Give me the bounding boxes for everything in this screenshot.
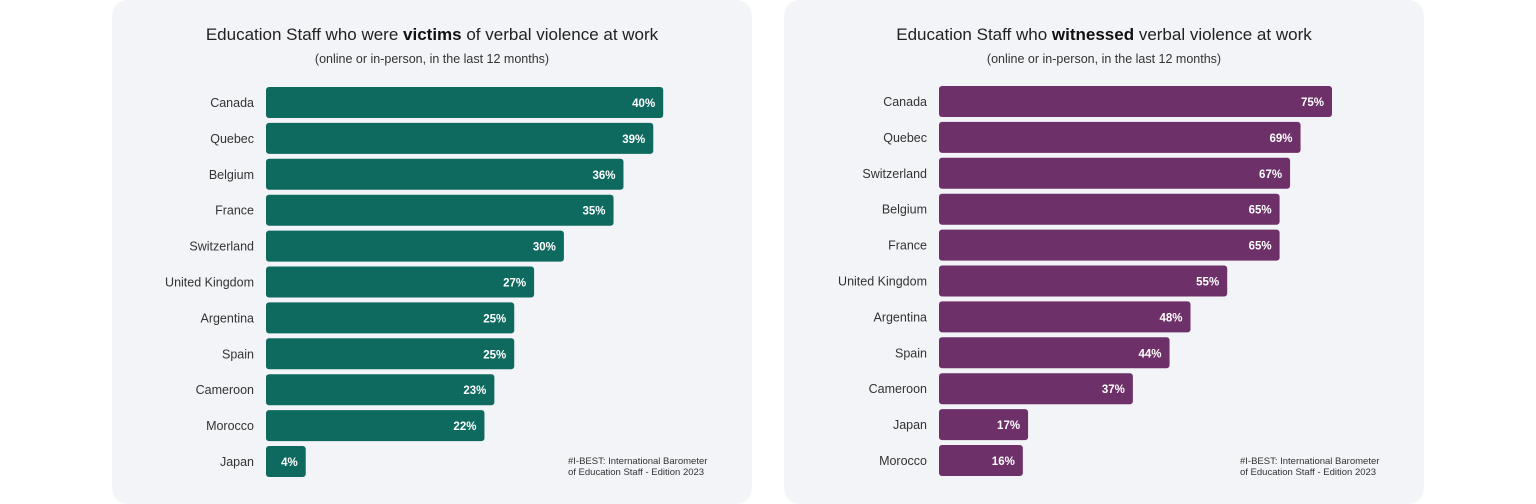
value-label: 75%: [1301, 97, 1324, 109]
category-label: France: [888, 239, 927, 253]
bar-cameroon: [266, 374, 495, 406]
bar-belgium: [266, 158, 624, 190]
value-label: 65%: [1249, 205, 1272, 217]
chart-title: Education Staff who were victims of verb…: [205, 25, 659, 44]
value-label: 27%: [503, 278, 526, 290]
value-label: 25%: [483, 349, 506, 361]
chart-subtitle: (online or in-person, in the last 12 mon…: [986, 52, 1222, 66]
value-label: 67%: [1259, 169, 1282, 181]
bar-cameroon: [939, 373, 1133, 405]
category-label: Quebec: [883, 131, 927, 145]
value-label: 22%: [453, 421, 476, 433]
category-label: Japan: [220, 455, 254, 469]
value-label: 40%: [632, 98, 655, 110]
witnessed-chart-panel: Education Staff who witnessed verbal vio…: [784, 0, 1424, 504]
value-label: 17%: [997, 420, 1020, 432]
value-label: 16%: [992, 456, 1015, 468]
category-label: Belgium: [209, 168, 254, 182]
bar-quebec: [939, 121, 1301, 153]
value-label: 4%: [281, 457, 298, 469]
category-label: Switzerland: [862, 167, 927, 181]
category-label: Argentina: [873, 310, 927, 324]
bar-united-kingdom: [939, 265, 1228, 297]
bar-switzerland: [266, 230, 564, 262]
bar-quebec: [266, 122, 654, 154]
value-label: 39%: [622, 134, 645, 146]
category-label: Morocco: [879, 454, 927, 468]
value-label: 37%: [1102, 384, 1125, 396]
value-label: 30%: [533, 242, 556, 254]
bar-belgium: [939, 193, 1280, 225]
bar-morocco: [939, 445, 1023, 476]
category-label: France: [215, 204, 254, 218]
category-label: Cameroon: [196, 383, 254, 397]
category-label: Switzerland: [189, 240, 254, 254]
category-label: Spain: [895, 346, 927, 360]
category-label: United Kingdom: [165, 276, 254, 290]
value-label: 35%: [583, 206, 606, 218]
bar-japan: [939, 409, 1029, 441]
bar-canada: [266, 87, 664, 118]
bar-argentina: [939, 301, 1191, 333]
bar-france: [266, 194, 614, 226]
bar-japan: [266, 446, 306, 477]
category-label: Canada: [883, 95, 927, 109]
category-label: Quebec: [210, 132, 254, 146]
bar-switzerland: [939, 157, 1291, 189]
category-label: United Kingdom: [838, 275, 927, 289]
source-note: #I-BEST: International Barometer of Educ…: [568, 456, 708, 478]
value-label: 44%: [1139, 348, 1162, 360]
value-label: 69%: [1270, 133, 1293, 145]
value-label: 65%: [1249, 241, 1272, 253]
bar-morocco: [266, 410, 485, 442]
chart-subtitle: (online or in-person, in the last 12 mon…: [314, 52, 550, 66]
category-label: Belgium: [882, 203, 927, 217]
category-label: Spain: [222, 347, 254, 361]
category-label: Morocco: [206, 419, 254, 433]
category-label: Argentina: [200, 311, 254, 325]
value-label: 55%: [1196, 277, 1219, 289]
bar-argentina: [266, 302, 515, 334]
category-label: Canada: [210, 96, 254, 110]
bar-canada: [939, 86, 1332, 117]
category-label: Cameroon: [869, 382, 927, 396]
witnessed-bar-chart: Canada 75% Quebec 69% Switzerland 67% Belgium 6…: [838, 86, 1332, 476]
victims-chart-panel: Education Staff who were victims of verb…: [112, 0, 752, 504]
value-label: 23%: [463, 385, 486, 397]
bar-france: [939, 229, 1280, 261]
chart-title: Education Staff who witnessed verbal vio…: [896, 25, 1312, 44]
category-label: Japan: [893, 418, 927, 432]
value-label: 25%: [483, 313, 506, 325]
bar-united-kingdom: [266, 266, 535, 298]
victims-bar-chart: Canada 40% Quebec 39% Belgium 36% France 35% Swi…: [165, 87, 664, 477]
value-label: 36%: [592, 170, 615, 182]
source-note: #I-BEST: International Barometer of Educ…: [1240, 456, 1380, 478]
value-label: 48%: [1159, 312, 1182, 324]
bar-spain: [939, 337, 1170, 369]
bar-spain: [266, 338, 515, 370]
